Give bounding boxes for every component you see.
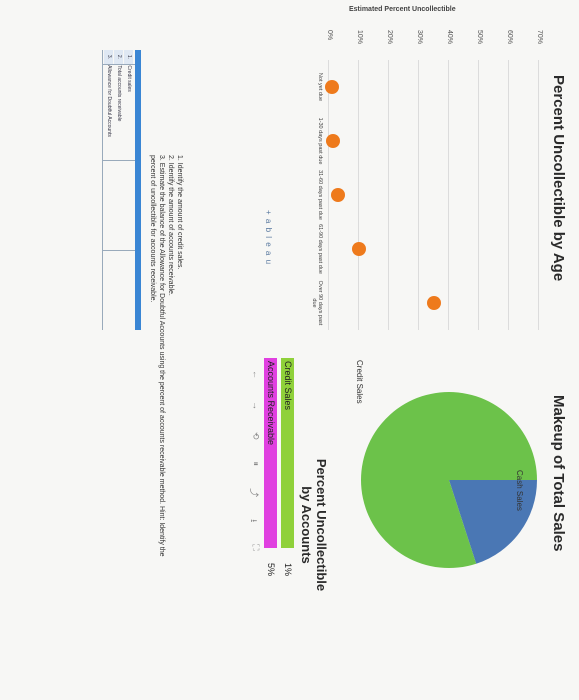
- answer-table-bottom: [102, 50, 103, 330]
- answer-row-1-num: 1.: [124, 50, 133, 64]
- answer-row-3: 3. Allowance for Doubtful Accounts: [104, 50, 113, 330]
- gridline: [538, 60, 539, 330]
- answer-row-1: 1. Credit sales: [124, 50, 133, 330]
- pie-chart: [361, 392, 537, 568]
- data-point[interactable]: [326, 134, 341, 148]
- fullscreen-icon[interactable]: ⛶: [251, 544, 261, 551]
- y-tick-label: 60%: [506, 30, 513, 45]
- accounts-table-title: Percent Uncollectible by Accounts: [299, 458, 329, 592]
- answer-table-divider-2: [103, 160, 135, 161]
- reset-icon[interactable]: ⟲: [251, 432, 261, 440]
- x-category-label: Over 90 days past due: [311, 280, 323, 326]
- data-point[interactable]: [325, 80, 339, 94]
- scatter-chart-title: Percent Uncollectible by Age: [550, 75, 567, 282]
- y-tick-label: 10%: [356, 30, 363, 45]
- x-category-label: 61-90 days past due: [317, 224, 323, 274]
- pause-icon[interactable]: ⏸: [251, 461, 261, 467]
- y-tick-label: 30%: [416, 30, 423, 45]
- accounts-receivable-label: Accounts Receivable: [266, 361, 276, 446]
- pie-slice-credit-sales[interactable]: [361, 392, 537, 568]
- gridline: [328, 60, 329, 330]
- instruction-2: 2. Identify the amount of accounts recei…: [167, 155, 174, 296]
- answer-table-divider-3: [103, 250, 135, 251]
- undo-icon[interactable]: ←: [251, 370, 261, 379]
- gridline: [448, 60, 449, 330]
- answer-table-header: [135, 50, 141, 330]
- y-tick-label: 0%: [326, 30, 333, 41]
- gridline: [418, 60, 419, 330]
- pie-label-credit-sales: Credit Sales: [355, 360, 364, 404]
- answer-row-3-label: Allowance for Doubtful Accounts: [106, 65, 112, 137]
- tableau-logo[interactable]: + a b l e a u: [264, 210, 273, 266]
- x-category-label: Not yet due: [317, 72, 323, 102]
- instruction-4: percent of uncollectible for accounts re…: [149, 155, 156, 303]
- credit-sales-label: Credit Sales: [283, 361, 293, 411]
- pie-label-cash-sales: Cash Sales: [515, 470, 524, 511]
- x-category-label: 1-30 days past due: [317, 117, 323, 165]
- scatter-y-axis-label: Estimated Percent Uncollectible: [349, 6, 456, 13]
- instruction-3: 3. Estimate the balance of the Allowance…: [158, 155, 165, 557]
- gridline: [358, 60, 359, 330]
- credit-sales-row: Credit Sales 1%: [281, 358, 294, 576]
- data-point[interactable]: [352, 242, 366, 256]
- gridline: [478, 60, 479, 330]
- answer-row-2: 2. Total accounts receivable: [114, 50, 123, 330]
- redo-icon[interactable]: →: [251, 401, 261, 410]
- y-tick-label: 50%: [476, 30, 483, 45]
- accounts-receivable-row: Accounts Receivable 5%: [264, 358, 277, 576]
- instruction-1: 1. Identify the amount of credit sales.: [176, 155, 183, 270]
- download-icon[interactable]: ⭳: [249, 519, 259, 523]
- instructions: 1. Identify the amount of credit sales. …: [148, 155, 184, 557]
- credit-sales-value: 1%: [283, 562, 293, 576]
- y-tick-label: 20%: [386, 30, 393, 45]
- answer-table: 1. Credit sales 2. Total accounts receiv…: [61, 50, 141, 330]
- y-tick-label: 40%: [446, 30, 453, 45]
- answer-row-2-label: Total accounts receivable: [116, 65, 122, 122]
- data-point[interactable]: [331, 188, 345, 202]
- pie-slice-cash-sales[interactable]: [449, 480, 537, 564]
- x-category-label: 31-60 days past due: [317, 170, 323, 220]
- gridline: [508, 60, 509, 330]
- share-icon[interactable]: ⤴: [249, 488, 259, 498]
- answer-row-2-num: 2.: [114, 50, 123, 64]
- y-tick-label: 70%: [536, 30, 543, 45]
- answer-row-3-num: 3.: [104, 50, 113, 64]
- answer-row-1-label: Credit sales: [126, 65, 132, 92]
- answer-table-divider-1: [103, 64, 135, 65]
- data-point[interactable]: [427, 296, 441, 310]
- scatter-plot-area: 70% 60% 50% 40% 30% 20% 10% 0% Not yet due 1-30 d…: [309, 30, 543, 330]
- pie-chart-title: Makeup of Total Sales: [550, 395, 567, 552]
- accounts-receivable-value: 5%: [266, 562, 276, 576]
- toolbar: ← → ⟲ ⏸ ⤴ ⭳ ⛶: [245, 370, 261, 551]
- gridline: [388, 60, 389, 330]
